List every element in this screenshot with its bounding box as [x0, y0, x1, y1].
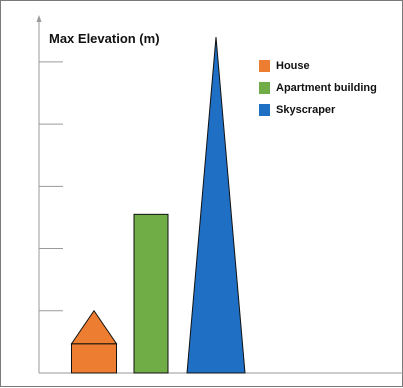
- legend-swatch-skyscraper: [259, 104, 270, 116]
- y-axis-label: Max Elevation (m): [49, 31, 160, 46]
- bar-group: [70, 36, 246, 374]
- legend-swatch-house: [259, 60, 270, 72]
- bar-house-body: [71, 343, 117, 374]
- legend: House Apartment building Skyscraper: [259, 55, 377, 121]
- bar-apartment-building: [133, 213, 169, 374]
- legend-label-house: House: [276, 60, 310, 72]
- legend-item-house: House: [259, 55, 377, 77]
- legend-item-apartment-building: Apartment building: [259, 77, 377, 99]
- legend-swatch-apartment-building: [259, 82, 270, 94]
- y-tick-group: [39, 61, 63, 312]
- bar-house-roof: [70, 309, 118, 345]
- legend-item-skyscraper: Skyscraper: [259, 99, 377, 121]
- bar-skyscraper: [186, 36, 246, 374]
- legend-label-skyscraper: Skyscraper: [276, 104, 336, 116]
- legend-label-apartment-building: Apartment building: [276, 82, 377, 94]
- y-axis-arrowhead: [36, 15, 42, 22]
